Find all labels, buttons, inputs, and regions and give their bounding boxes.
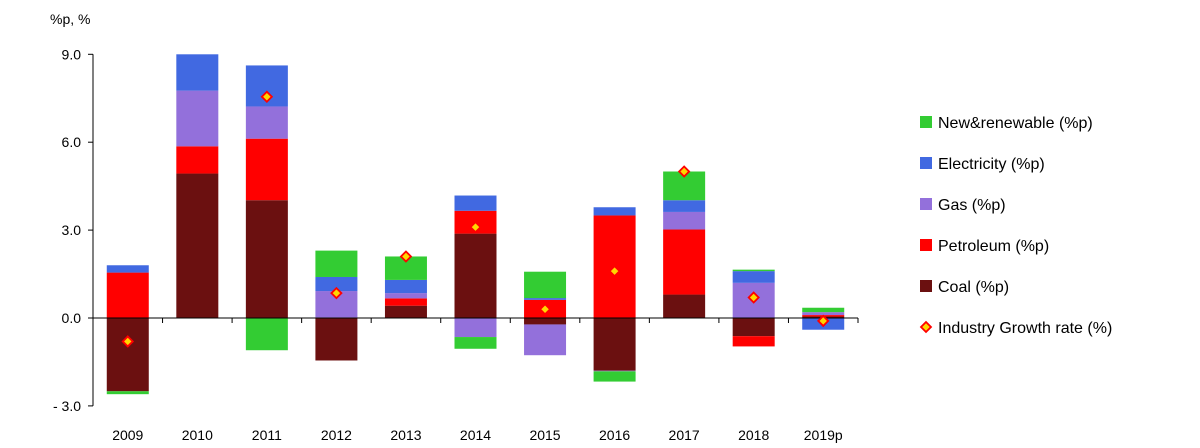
bar-electricity-p-2013	[384, 279, 427, 294]
bar-electricity-p-2010	[176, 54, 219, 91]
bar-new-renewable-p-2012	[315, 250, 358, 277]
legend-item-industry-growth-rate: Industry Growth rate (%)	[919, 320, 1112, 337]
bar-new-renewable-p-2013	[384, 256, 427, 280]
bar-petroleum-p-2018	[732, 336, 775, 347]
growth-rate-marker-2018	[747, 291, 760, 304]
bar-coal-p-2011	[245, 200, 288, 318]
bar-gas-p-2017	[663, 211, 706, 230]
bar-electricity-p-2012	[315, 276, 358, 292]
x-tick-label-2018: 2018	[738, 427, 769, 443]
bar-new-renewable-p-2009	[106, 391, 149, 395]
bar-gas-p-2016	[593, 370, 636, 372]
growth-rate-marker-2017	[677, 165, 691, 178]
legend-swatch	[920, 239, 932, 251]
legend-label: Coal (%p)	[938, 279, 1009, 296]
legend-item-electricity-p: Electricity (%p)	[920, 156, 1045, 173]
growth-rate-marker-2014	[469, 220, 482, 234]
growth-rate-marker-2011	[260, 90, 274, 104]
growth-rate-marker-2015	[538, 302, 552, 316]
legend-swatch	[920, 116, 932, 128]
y-tick-label: 9.0	[62, 46, 82, 62]
x-tick-label-2010: 2010	[182, 427, 213, 443]
bar-coal-p-2017	[663, 294, 706, 318]
bar-coal-p-2014	[454, 233, 497, 318]
x-tick-label-2013: 2013	[390, 427, 421, 443]
bar-electricity-p-2017	[663, 200, 706, 212]
bar-petroleum-p-2010	[176, 146, 219, 174]
bar-new-renewable-p-2019p	[802, 307, 845, 313]
bar-petroleum-p-2009	[106, 272, 149, 318]
legend-swatch	[920, 198, 932, 210]
x-tick-label-2019p: 2019p	[804, 427, 843, 443]
legend: New&renewable (%p) Electricity (%p) Gas (%…	[919, 115, 1112, 337]
bar-gas-p-2019p	[802, 312, 845, 316]
growth-rate-marker-2019p	[816, 314, 830, 328]
bar-gas-p-2015	[524, 324, 567, 356]
bar-new-renewable-p-2015	[524, 271, 567, 299]
legend-item-petroleum-p: Petroleum (%p)	[920, 238, 1049, 255]
legend-item-coal-p: Coal (%p)	[920, 279, 1009, 296]
bar-gas-p-2014	[454, 318, 497, 338]
legend-label: Gas (%p)	[938, 197, 1006, 214]
bar-electricity-p-2016	[593, 207, 636, 216]
bar-new-renewable-p-2016	[593, 371, 636, 382]
growth-rate-marker-2012	[330, 286, 343, 300]
bar-gas-p-2011	[245, 106, 288, 139]
x-tick-label-2011: 2011	[252, 427, 282, 443]
bar-coal-p-2015	[524, 318, 567, 325]
bar-electricity-p-2018	[732, 271, 775, 283]
growth-rate-marker-2009	[121, 335, 135, 348]
bars-layer	[106, 54, 845, 395]
legend-marker	[919, 320, 933, 334]
bar-electricity-p-2009	[106, 265, 149, 273]
legend-label: Electricity (%p)	[938, 156, 1045, 173]
x-tick-label-2012: 2012	[321, 427, 352, 443]
legend-label: New&renewable (%p)	[938, 115, 1093, 132]
x-tick-label-2009: 2009	[112, 427, 143, 443]
x-tick-label-2017: 2017	[669, 427, 700, 443]
bar-coal-p-2016	[593, 318, 636, 371]
legend-swatch	[920, 157, 932, 169]
bar-new-renewable-p-2011	[245, 318, 288, 351]
bar-new-renewable-p-2014	[454, 337, 497, 349]
y-tick-label: - 3.0	[53, 398, 81, 414]
x-tick-label-2016: 2016	[599, 427, 630, 443]
legend-label: Industry Growth rate (%)	[938, 320, 1112, 337]
x-tick-label-2015: 2015	[529, 427, 560, 443]
legend-swatch	[920, 280, 932, 292]
bar-petroleum-p-2013	[384, 298, 427, 306]
bar-coal-p-2018	[732, 318, 775, 337]
legend-label: Petroleum (%p)	[938, 238, 1049, 255]
bar-electricity-p-2015	[524, 298, 567, 300]
bar-coal-p-2009	[106, 318, 149, 392]
legend-item-gas-p: Gas (%p)	[920, 197, 1006, 214]
bar-petroleum-p-2011	[245, 138, 288, 201]
bar-electricity-p-2014	[454, 195, 497, 211]
bar-gas-p-2010	[176, 90, 219, 147]
y-tick-label: 0.0	[62, 310, 82, 326]
bar-new-renewable-p-2018	[732, 269, 775, 272]
bar-gas-p-2013	[384, 293, 427, 299]
growth-rate-markers	[121, 90, 830, 348]
x-tick-label-2014: 2014	[460, 427, 491, 443]
bar-coal-p-2012	[315, 318, 358, 361]
growth-rate-marker-2013	[399, 250, 413, 263]
bar-coal-p-2010	[176, 173, 219, 318]
bar-petroleum-p-2017	[663, 229, 706, 295]
growth-rate-marker-2016	[608, 264, 621, 278]
bar-coal-p-2013	[384, 305, 427, 318]
axes-layer: 9.0 6.0 3.0 0.0 - 3.0 2009 2010 2011 2012 2013 201…	[53, 46, 859, 443]
unit-label: %p, %	[50, 11, 90, 27]
y-tick-label: 3.0	[62, 222, 82, 238]
y-tick-label: 6.0	[62, 134, 82, 150]
legend-item-new-renewable-p: New&renewable (%p)	[920, 115, 1093, 132]
